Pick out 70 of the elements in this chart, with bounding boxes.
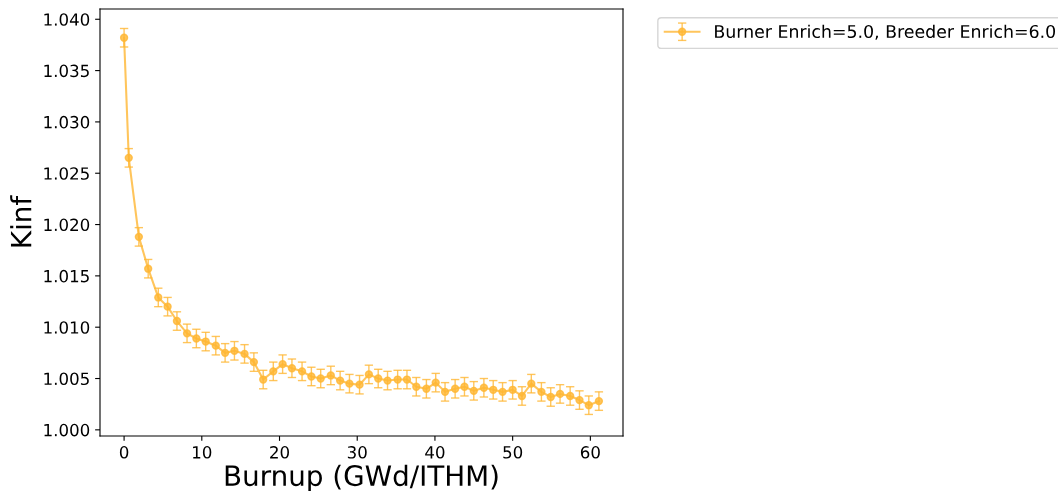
point	[555, 389, 565, 399]
point	[230, 346, 239, 355]
point	[192, 334, 201, 343]
point	[508, 385, 517, 394]
point	[211, 341, 220, 350]
point	[335, 376, 345, 385]
point	[172, 316, 182, 326]
point	[440, 387, 450, 397]
x-tick-label: 10	[193, 446, 212, 459]
y-tick-label: 1.005	[44, 372, 89, 386]
point	[469, 386, 478, 396]
point	[119, 33, 129, 42]
point	[144, 264, 153, 273]
x-tick-label: 50	[503, 446, 523, 459]
point	[584, 401, 593, 410]
point	[269, 367, 278, 376]
y-tick-label: 1.030	[44, 115, 90, 129]
x-tick-label: 0	[119, 446, 129, 459]
point	[154, 293, 163, 302]
point	[220, 348, 230, 358]
point	[201, 337, 210, 346]
point	[402, 375, 412, 384]
point	[326, 371, 335, 380]
point	[594, 396, 604, 406]
point	[240, 349, 249, 359]
point	[383, 376, 392, 385]
point	[460, 382, 469, 391]
point	[364, 370, 374, 379]
point	[450, 384, 460, 393]
point	[412, 382, 421, 391]
point	[393, 375, 402, 384]
point	[565, 391, 575, 401]
y-tick-label: 1.000	[44, 423, 90, 437]
point	[517, 391, 527, 401]
point	[307, 372, 316, 381]
y-tick-label: 1.020	[44, 218, 90, 232]
point	[345, 379, 354, 388]
y-tick-label: 1.015	[44, 269, 89, 283]
x-axis-title: Burnup (GWd/ITHM)	[225, 464, 498, 491]
point	[259, 375, 268, 384]
point	[124, 153, 133, 163]
x-tick-label: 60	[580, 446, 600, 459]
point	[297, 367, 307, 376]
y-tick-label: 1.025	[44, 167, 89, 180]
point	[422, 384, 431, 393]
point	[163, 302, 172, 311]
point	[134, 232, 144, 242]
point	[278, 359, 287, 369]
x-tick-label: 40	[425, 446, 445, 459]
y-axis-title: Kinf	[10, 195, 32, 247]
legend-label: Burner Enrich=5.0, Breeder Enrich=6.0	[715, 24, 1056, 40]
point	[374, 374, 383, 383]
point	[527, 379, 536, 388]
y-tick-label: 1.040	[44, 13, 90, 26]
point	[249, 357, 259, 367]
point	[431, 378, 440, 387]
y-tick-label: 1.010	[44, 321, 90, 334]
y-tick-label: 1.035	[44, 64, 89, 78]
point	[546, 392, 555, 402]
point	[575, 395, 584, 405]
point	[498, 387, 507, 397]
point	[489, 385, 498, 394]
point	[182, 329, 192, 338]
point	[316, 374, 325, 383]
point	[355, 380, 364, 389]
x-tick-label: 30	[347, 446, 367, 459]
x-tick-label: 20	[270, 446, 290, 459]
point	[287, 364, 297, 373]
point	[537, 387, 546, 397]
point	[479, 383, 489, 392]
